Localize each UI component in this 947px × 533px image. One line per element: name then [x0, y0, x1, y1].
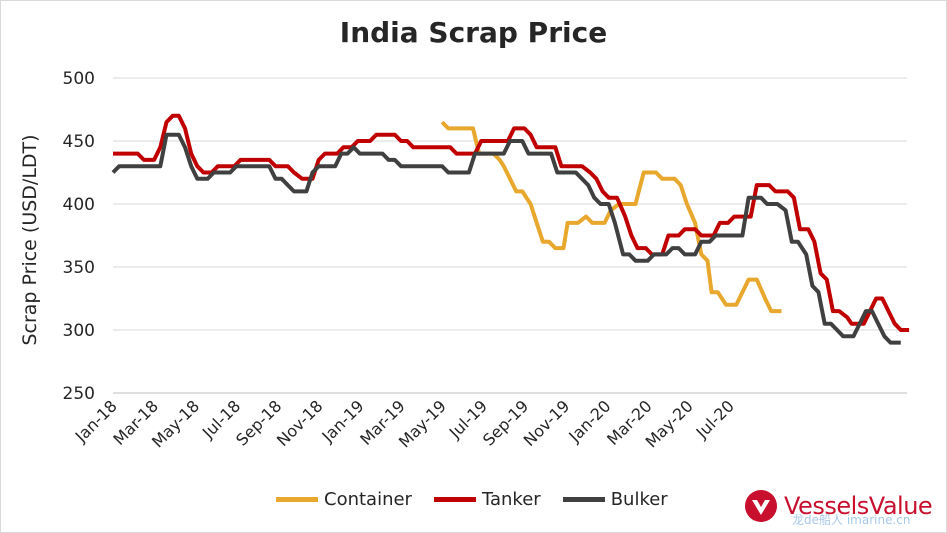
x-tick-label: Nov-18: [273, 396, 327, 450]
series-lines: [111, 113, 910, 345]
series-line-tanker: [113, 113, 910, 332]
legend-label-container: Container: [324, 489, 412, 510]
y-axis-label: Scrap Price (USD/LDT): [19, 134, 41, 345]
vesselsvalue-logo-icon: [745, 490, 777, 522]
y-tick-label: 450: [63, 132, 95, 152]
chart-title: India Scrap Price: [339, 16, 608, 49]
y-tick-label: 400: [63, 195, 95, 215]
gridlines: [113, 77, 907, 394]
x-tick-label: Jul-20: [692, 396, 738, 442]
y-tick-label: 350: [63, 258, 95, 278]
y-tick-label: 250: [63, 384, 95, 404]
legend-item-tanker: Tanker: [433, 489, 541, 510]
legend-swatch-bulker: [562, 497, 605, 502]
legend-swatch-tanker: [433, 497, 476, 502]
y-tick-labels: 250 300 350 400 450 500: [63, 69, 95, 404]
legend-label-bulker: Bulker: [610, 489, 668, 510]
legend-item-bulker: Bulker: [562, 489, 668, 510]
x-tick-labels: Jan-18Mar-18May-18Jul-18Sep-18Nov-18Jan-…: [71, 396, 738, 451]
vesselsvalue-logo: VesselsValue: [744, 489, 933, 523]
y-tick-label: 500: [63, 69, 95, 89]
legend-label-tanker: Tanker: [481, 489, 541, 510]
watermark: 龙de船人 imarine.cn: [792, 513, 911, 527]
x-tick-label: Nov-19: [520, 396, 574, 450]
legend-swatch-container: [276, 497, 318, 502]
legend: Container Tanker Bulker: [276, 489, 690, 510]
y-tick-label: 300: [63, 321, 95, 341]
series-line-container: [440, 120, 782, 314]
logo-text: VesselsValue: [784, 492, 933, 520]
series-line-bulker: [111, 132, 901, 345]
legend-item-container: Container: [276, 489, 412, 510]
